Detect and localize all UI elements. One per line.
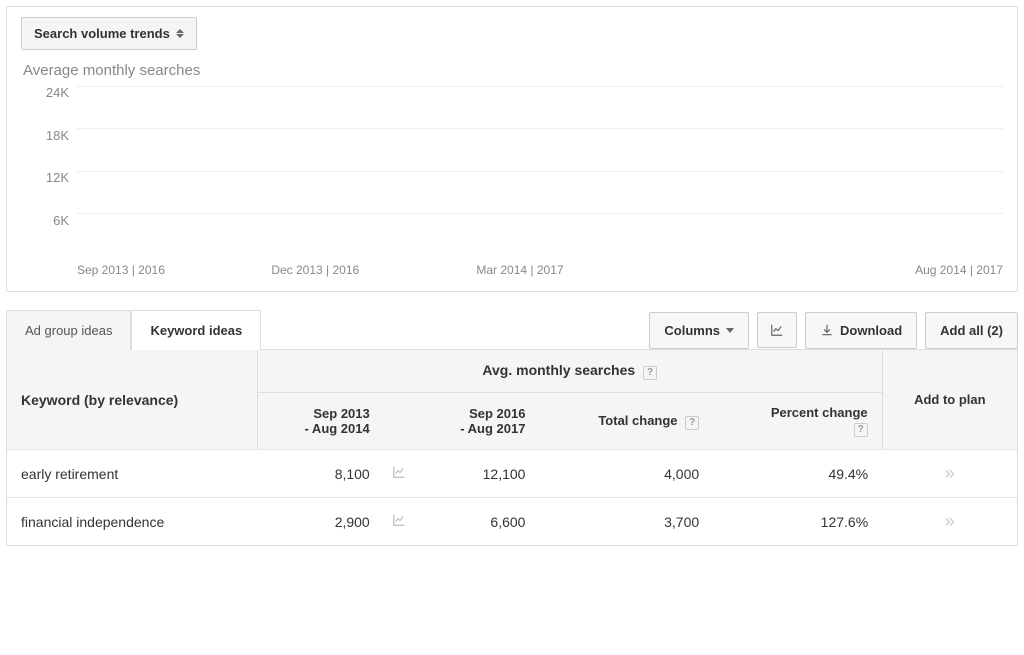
x-axis: Sep 2013 | 2016 Dec 2013 | 2016 Mar 2014 |… bbox=[77, 263, 1003, 277]
cell-period-b: 12,100 bbox=[414, 450, 540, 498]
columns-label: Columns bbox=[664, 323, 720, 338]
add-all-label: Add all (2) bbox=[940, 323, 1003, 338]
x-label: Aug 2014 | 2017 bbox=[915, 263, 1003, 277]
add-all-button[interactable]: Add all (2) bbox=[925, 312, 1018, 349]
col-total-change[interactable]: Total change ? bbox=[539, 393, 713, 450]
col-group-avg: Avg. monthly searches ? bbox=[257, 350, 882, 393]
cell-percent-change: 49.4% bbox=[713, 450, 882, 498]
cell-period-b: 6,600 bbox=[414, 498, 540, 546]
chart-panel: Search volume trends Average monthly sea… bbox=[6, 6, 1018, 292]
trends-dropdown-label: Search volume trends bbox=[34, 26, 170, 41]
chart-toggle-button[interactable] bbox=[757, 312, 797, 348]
cell-percent-change: 127.6% bbox=[713, 498, 882, 546]
chart-title: Average monthly searches bbox=[23, 62, 1003, 79]
download-icon bbox=[820, 323, 834, 337]
tab-ad-group-ideas[interactable]: Ad group ideas bbox=[6, 310, 131, 350]
y-tick: 12K bbox=[21, 170, 69, 185]
cell-period-a: 2,900 bbox=[257, 498, 383, 546]
tab-keyword-ideas[interactable]: Keyword ideas bbox=[131, 310, 261, 350]
col-period-a[interactable]: Sep 2013- Aug 2014 bbox=[257, 393, 383, 450]
chart-icon[interactable] bbox=[384, 450, 414, 498]
cell-total-change: 3,700 bbox=[539, 498, 713, 546]
x-label: Dec 2013 | 2016 bbox=[271, 263, 359, 277]
col-percent-change[interactable]: Percent change ? bbox=[713, 393, 882, 450]
cell-period-a: 8,100 bbox=[257, 450, 383, 498]
mid-toolbar: Ad group ideas Keyword ideas Columns Dow… bbox=[6, 310, 1018, 350]
x-label: Sep 2013 | 2016 bbox=[77, 263, 154, 277]
cell-keyword: early retirement bbox=[7, 450, 257, 498]
table-row: early retirement8,100 12,1004,00049.4%» bbox=[7, 450, 1017, 498]
chart-plot bbox=[77, 85, 1003, 255]
sort-icon bbox=[176, 29, 184, 38]
cell-total-change: 4,000 bbox=[539, 450, 713, 498]
chart-icon[interactable] bbox=[384, 498, 414, 546]
col-chart-spacer bbox=[384, 393, 414, 450]
keyword-table: Keyword (by relevance) Avg. monthly sear… bbox=[6, 349, 1018, 546]
col-keyword[interactable]: Keyword (by relevance) bbox=[7, 350, 257, 450]
y-tick: 6K bbox=[21, 213, 69, 228]
columns-button[interactable]: Columns bbox=[649, 312, 749, 349]
y-tick: 18K bbox=[21, 128, 69, 143]
col-add-to-plan: Add to plan bbox=[882, 350, 1017, 450]
caret-down-icon bbox=[726, 328, 734, 333]
cell-keyword: financial independence bbox=[7, 498, 257, 546]
help-icon[interactable]: ? bbox=[643, 366, 657, 380]
tab-strip: Ad group ideas Keyword ideas bbox=[6, 310, 261, 350]
trends-dropdown[interactable]: Search volume trends bbox=[21, 17, 197, 50]
table-row: financial independence2,900 6,6003,700127… bbox=[7, 498, 1017, 546]
help-icon[interactable]: ? bbox=[685, 416, 699, 430]
chart-icon bbox=[770, 323, 784, 337]
y-axis: 24K 18K 12K 6K bbox=[21, 85, 77, 255]
add-to-plan-button[interactable]: » bbox=[882, 498, 1017, 546]
x-label: Mar 2014 | 2017 bbox=[476, 263, 563, 277]
download-button[interactable]: Download bbox=[805, 312, 917, 349]
add-to-plan-button[interactable]: » bbox=[882, 450, 1017, 498]
download-label: Download bbox=[840, 323, 902, 338]
bar-chart: 24K 18K 12K 6K bbox=[21, 85, 1003, 255]
help-icon[interactable]: ? bbox=[854, 423, 868, 437]
y-tick: 24K bbox=[21, 85, 69, 100]
col-period-b[interactable]: Sep 2016- Aug 2017 bbox=[414, 393, 540, 450]
